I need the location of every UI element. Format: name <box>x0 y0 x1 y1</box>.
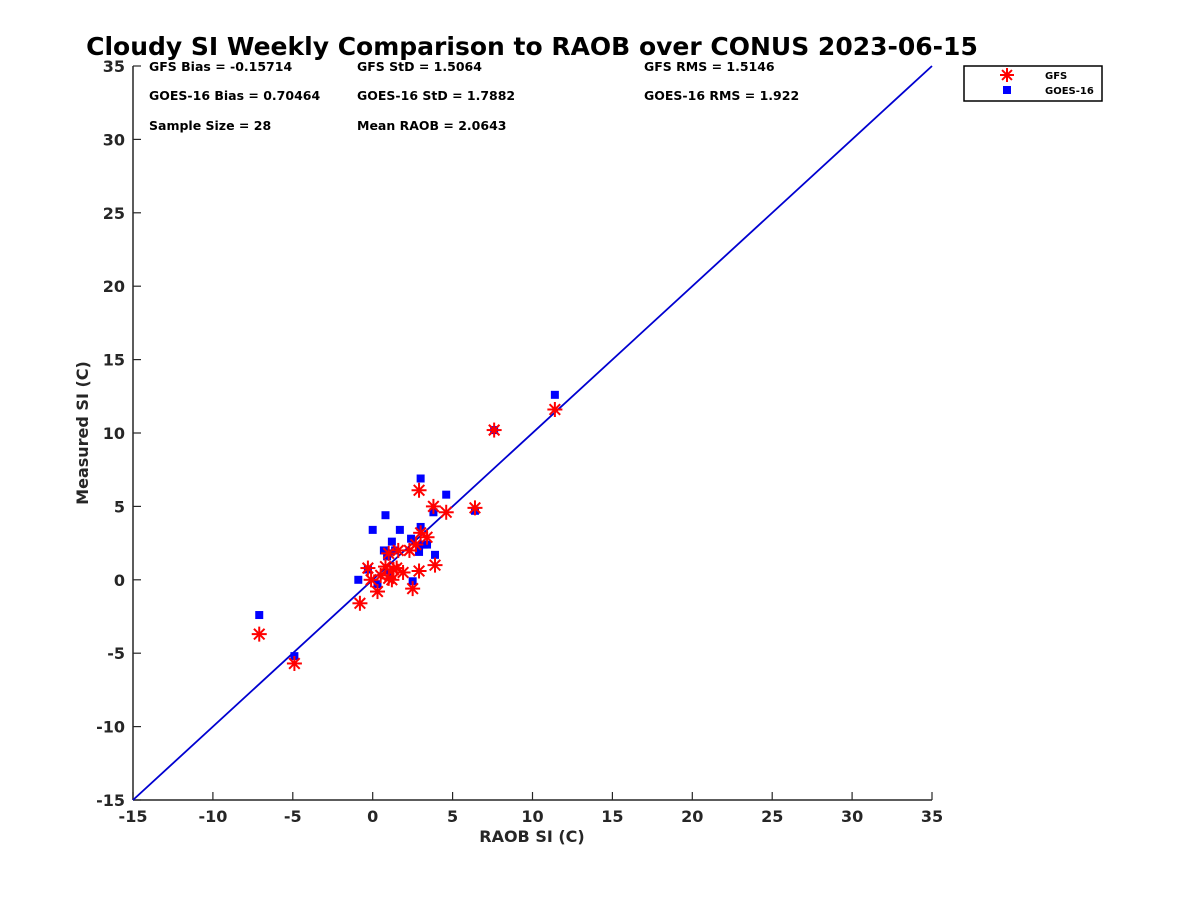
gfs-point <box>411 563 427 579</box>
y-tick-label: 35 <box>103 57 125 76</box>
reference-line-group <box>132 65 933 801</box>
x-tick-label: 0 <box>367 807 378 826</box>
goes16-point <box>381 511 390 520</box>
stat-gfs-bias: GFS Bias = -0.15714 <box>149 59 292 74</box>
x-tick-label: 30 <box>841 807 863 826</box>
y-tick-label: -5 <box>107 644 125 663</box>
x-tick-label: 20 <box>681 807 703 826</box>
gfs-point <box>419 529 435 545</box>
stat-gfs-rms: GFS RMS = 1.5146 <box>644 59 775 74</box>
gfs-point <box>369 584 385 600</box>
stat-goes-bias: GOES-16 Bias = 0.70464 <box>149 88 320 103</box>
stat-gfs-std: GFS StD = 1.5064 <box>357 59 482 74</box>
y-tick-label: 20 <box>103 277 125 296</box>
axes: -15 -10 -5 0 5 10 15 20 25 30 35 -15 -10 -5 0 5 10 15 20 25… <box>96 57 943 826</box>
gfs-point <box>352 595 368 611</box>
goes16-point <box>354 575 363 584</box>
legend-box <box>963 65 1103 102</box>
y-tick-label: -15 <box>96 791 125 810</box>
gfs-point <box>427 557 443 573</box>
gfs-point <box>438 504 454 520</box>
x-tick-label: 35 <box>921 807 943 826</box>
stat-goes-rms: GOES-16 RMS = 1.922 <box>644 88 799 103</box>
goes16-point <box>415 547 424 556</box>
gfs-point <box>381 545 397 561</box>
legend-gfs-asterisk-icon <box>1000 68 1014 82</box>
stat-goes-std: GOES-16 StD = 1.7882 <box>357 88 515 103</box>
chart-title: Cloudy SI Weekly Comparison to RAOB over… <box>86 32 978 61</box>
y-tick-label: 10 <box>103 424 125 443</box>
goes16-point <box>379 546 388 555</box>
x-axis-label: RAOB SI (C) <box>479 827 584 846</box>
gfs-point <box>360 560 376 576</box>
goes16-point <box>387 537 396 546</box>
y-tick-label: 25 <box>103 204 125 223</box>
x-tick-label: -15 <box>119 807 148 826</box>
gfs-point <box>425 498 441 514</box>
x-tick-label: 15 <box>601 807 623 826</box>
goes16-point <box>395 525 404 534</box>
gfs-point <box>251 626 267 642</box>
legend: GFS GOES-16 <box>963 65 1103 102</box>
goes16-point <box>431 550 440 559</box>
goes16-point <box>442 490 451 499</box>
stat-mean-raob: Mean RAOB = 2.0643 <box>357 118 506 133</box>
goes16-point <box>407 534 416 543</box>
x-tick-label: 5 <box>447 807 458 826</box>
gfs-point <box>395 564 411 580</box>
gfs-point <box>547 402 563 418</box>
y-axis-label: Measured SI (C) <box>73 361 92 505</box>
goes16-point <box>255 611 264 620</box>
gfs-point <box>384 572 400 588</box>
x-tick-label: 10 <box>521 807 543 826</box>
gfs-point <box>411 482 427 498</box>
gfs-point <box>373 567 389 583</box>
gfs-point <box>486 422 502 438</box>
goes16-point <box>415 542 424 551</box>
one-to-one-reference-line <box>132 65 933 801</box>
y-tick-label: 30 <box>103 130 125 149</box>
x-tick-label: -5 <box>284 807 302 826</box>
x-tick-label: 25 <box>761 807 783 826</box>
goes16-point <box>416 474 425 483</box>
data-points <box>251 390 563 671</box>
y-tick-label: 0 <box>114 571 125 590</box>
y-tick-label: 15 <box>103 351 125 370</box>
y-tick-label: -10 <box>96 718 125 737</box>
gfs-point <box>286 655 302 671</box>
gfs-point <box>405 581 421 597</box>
goes16-point <box>368 525 377 534</box>
legend-goes-square-icon <box>1003 86 1011 94</box>
gfs-point <box>467 500 483 516</box>
y-tick-label: 5 <box>114 497 125 516</box>
gfs-point <box>408 537 424 553</box>
x-tick-label: -10 <box>198 807 227 826</box>
stat-sample-size: Sample Size = 28 <box>149 118 271 133</box>
goes16-point <box>550 390 559 399</box>
legend-label-goes: GOES-16 <box>1045 86 1094 97</box>
legend-label-gfs: GFS <box>1045 71 1067 82</box>
